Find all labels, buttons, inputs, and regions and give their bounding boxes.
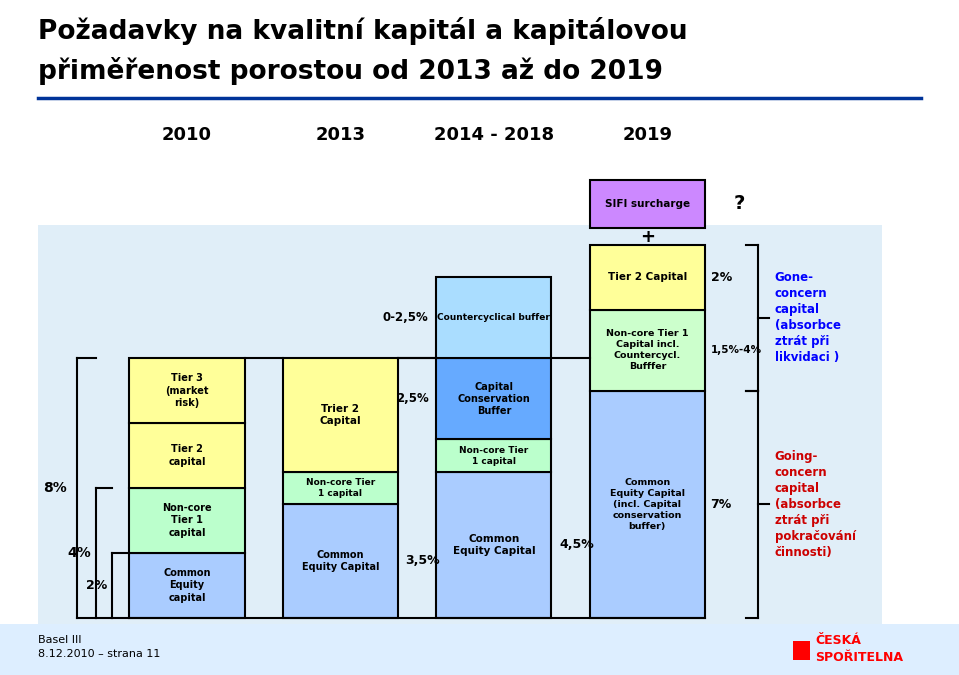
- Text: ?: ?: [734, 194, 745, 213]
- Text: Non-core Tier 1
Capital incl.
Countercycl.
Bufffer: Non-core Tier 1 Capital incl. Countercyc…: [606, 329, 689, 371]
- Text: SIFI surcharge: SIFI surcharge: [605, 199, 690, 209]
- Text: 2%: 2%: [86, 578, 107, 592]
- Text: 3,5%: 3,5%: [406, 554, 440, 568]
- Text: Common
Equity Capital
(incl. Capital
conservation
buffer): Common Equity Capital (incl. Capital con…: [610, 477, 685, 531]
- FancyBboxPatch shape: [436, 277, 551, 358]
- Text: 2%: 2%: [711, 271, 732, 284]
- Text: Non-core Tier
1 capital: Non-core Tier 1 capital: [459, 446, 528, 466]
- FancyBboxPatch shape: [436, 358, 551, 439]
- Text: Common
Equity Capital: Common Equity Capital: [453, 533, 535, 556]
- Text: 2010: 2010: [162, 126, 212, 144]
- Text: Trier 2
Capital: Trier 2 Capital: [319, 404, 362, 427]
- FancyBboxPatch shape: [436, 439, 551, 472]
- Text: 2014 - 2018: 2014 - 2018: [433, 126, 554, 144]
- FancyBboxPatch shape: [129, 358, 245, 423]
- Text: Common
Equity
capital: Common Equity capital: [163, 568, 211, 603]
- Text: 2013: 2013: [316, 126, 365, 144]
- FancyBboxPatch shape: [129, 553, 245, 618]
- FancyBboxPatch shape: [590, 245, 705, 310]
- FancyBboxPatch shape: [590, 391, 705, 618]
- Text: Gone-
concern
capital
(absorbce
ztrát při
likvidaci ): Gone- concern capital (absorbce ztrát př…: [775, 271, 841, 364]
- Text: Požadavky na kvalitní kapitál a kapitálovou: Požadavky na kvalitní kapitál a kapitálo…: [38, 17, 688, 45]
- FancyBboxPatch shape: [129, 423, 245, 488]
- Text: 8%: 8%: [43, 481, 67, 495]
- Text: Non-core Tier
1 capital: Non-core Tier 1 capital: [306, 478, 375, 498]
- FancyBboxPatch shape: [283, 504, 398, 618]
- FancyBboxPatch shape: [283, 472, 398, 504]
- Text: 4%: 4%: [67, 546, 91, 560]
- Text: 1,5%-4%: 1,5%-4%: [711, 346, 761, 355]
- FancyBboxPatch shape: [793, 641, 810, 660]
- FancyBboxPatch shape: [283, 358, 398, 472]
- Text: Going-
concern
capital
(absorbce
ztrát při
pokračování
činnosti): Going- concern capital (absorbce ztrát p…: [775, 450, 855, 559]
- Text: 2019: 2019: [622, 126, 672, 144]
- FancyBboxPatch shape: [0, 624, 959, 675]
- Text: 0-2,5%: 0-2,5%: [383, 311, 429, 325]
- Text: Capital
Conservation
Buffer: Capital Conservation Buffer: [457, 381, 530, 416]
- Text: 7%: 7%: [711, 497, 732, 511]
- Text: Non-core
Tier 1
capital: Non-core Tier 1 capital: [162, 503, 212, 538]
- Text: Common
Equity Capital: Common Equity Capital: [302, 549, 379, 572]
- Text: 2,5%: 2,5%: [396, 392, 429, 406]
- Text: Tier 3
(market
risk): Tier 3 (market risk): [165, 373, 209, 408]
- FancyBboxPatch shape: [129, 488, 245, 553]
- FancyBboxPatch shape: [38, 225, 882, 624]
- FancyBboxPatch shape: [590, 310, 705, 391]
- Text: Tier 2 Capital: Tier 2 Capital: [608, 273, 687, 282]
- Text: 4,5%: 4,5%: [559, 538, 594, 551]
- Text: ČESKÁ
SPOŘITELNA: ČESKÁ SPOŘITELNA: [815, 634, 903, 664]
- FancyBboxPatch shape: [590, 180, 705, 228]
- Text: přiměřenost porostou od 2013 až do 2019: přiměřenost porostou od 2013 až do 2019: [38, 57, 664, 85]
- Text: Basel III
8.12.2010 – strana 11: Basel III 8.12.2010 – strana 11: [38, 634, 161, 659]
- FancyBboxPatch shape: [436, 472, 551, 618]
- Text: Countercyclical buffer: Countercyclical buffer: [437, 313, 550, 323]
- Text: +: +: [640, 227, 655, 246]
- Text: Tier 2
capital: Tier 2 capital: [168, 444, 206, 467]
